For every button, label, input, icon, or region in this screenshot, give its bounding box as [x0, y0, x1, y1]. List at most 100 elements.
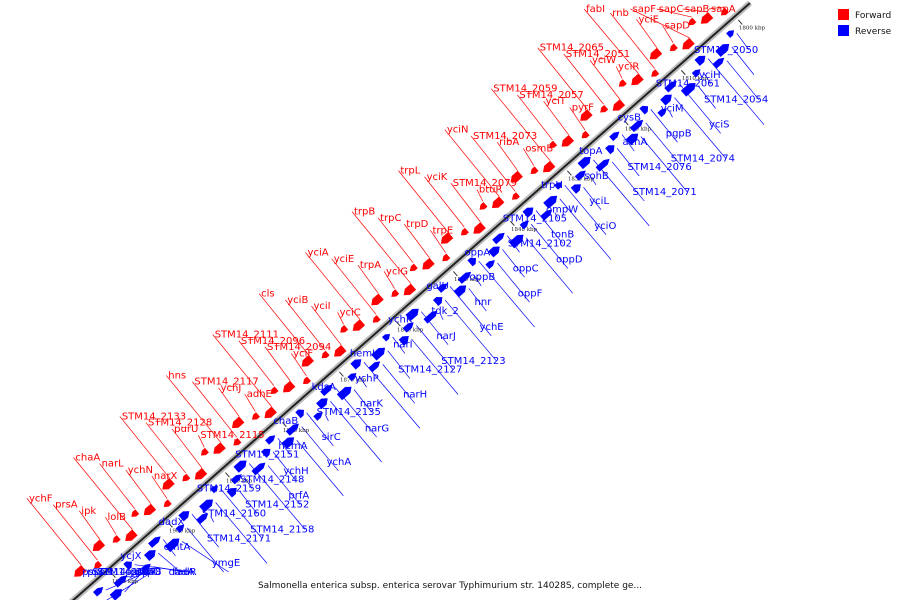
reverse-gene-arrow [639, 105, 649, 115]
forward-label-connector [583, 8, 639, 74]
reverse-gene-arrow [625, 133, 639, 146]
kbp-tick [566, 170, 572, 176]
reverse-gene-arrow [226, 487, 237, 498]
forward-gene-arrow [264, 406, 277, 419]
forward-gene-arrow [543, 160, 556, 173]
reverse-gene-label: oppB [470, 272, 496, 283]
reverse-gene-arrow [554, 182, 563, 190]
reverse-gene-label: acnA [622, 137, 647, 148]
reverse-label-connector [267, 465, 301, 505]
legend-forward-label: Forward [855, 11, 891, 21]
reverse-gene-arrow [251, 462, 266, 476]
reverse-label-connector [129, 571, 138, 579]
reverse-gene-label: prfA [288, 491, 309, 502]
reverse-gene-arrow [295, 409, 304, 419]
forward-gene-arrow [340, 325, 349, 333]
reverse-gene-label: trpH [541, 180, 563, 191]
forward-label-connector [73, 457, 133, 530]
reverse-label-connector [645, 122, 683, 168]
forward-gene-arrow [618, 79, 627, 87]
reverse-gene-label: STM14_2151 [235, 450, 299, 461]
reverse-gene-arrow [371, 347, 386, 361]
forward-gene-arrow [409, 263, 418, 272]
reverse-label-connector [215, 502, 268, 564]
kbp-tick-label: 1840 kbp [511, 227, 538, 233]
forward-label-connector [198, 435, 205, 448]
reverse-label-connector [358, 375, 367, 388]
forward-gene-label: yciK [427, 172, 448, 183]
reverse-gene-arrow [281, 437, 295, 449]
forward-gene-label: STM14_2065 [540, 43, 604, 54]
reverse-gene-label: tonB [551, 230, 574, 241]
reverse-gene-label: pspB [87, 567, 112, 578]
reverse-gene-arrow [657, 108, 667, 118]
reverse-gene-label: STM14_2171 [207, 533, 271, 544]
reverse-gene-label: STM14_2127 [398, 365, 462, 376]
forward-gene-arrow [162, 477, 175, 490]
kbp-tick-label: 1860 kbp [397, 327, 424, 333]
reverse-gene-label: STM14_2159 [197, 483, 261, 494]
reverse-label-connector [330, 401, 382, 463]
reverse-label-connector [593, 159, 650, 227]
reverse-gene-arrow [605, 145, 615, 155]
reverse-gene-arrow [488, 246, 500, 258]
forward-label-connector [238, 340, 275, 386]
reverse-gene-label: pspE [125, 567, 149, 578]
reverse-label-connector [674, 97, 726, 159]
forward-gene-arrow [580, 109, 593, 121]
reverse-gene-label: STM14_2123 [441, 356, 505, 367]
reverse-gene-arrow [148, 536, 161, 548]
reverse-label-connector [387, 350, 411, 379]
forward-label-connector [636, 19, 658, 48]
forward-label-connector [285, 299, 326, 351]
forward-label-connector [52, 504, 98, 561]
forward-gene-arrow [213, 442, 226, 454]
reverse-gene-label: cysB [617, 112, 641, 123]
reverse-label-connector [736, 33, 750, 51]
forward-gene-label: trpB [354, 207, 375, 218]
reverse-gene-arrow [123, 561, 132, 570]
reverse-gene-arrow [467, 257, 476, 267]
genome-backbone [68, 0, 752, 600]
forward-gene-label: yciE [638, 14, 659, 25]
forward-label-connector [305, 252, 361, 320]
forward-gene-label: sapD [665, 21, 691, 32]
forward-label-connector [537, 47, 588, 110]
reverse-label-connector [158, 552, 181, 573]
reverse-gene-arrow [141, 563, 151, 573]
reverse-gene-arrow [230, 474, 242, 485]
reverse-gene-label: ychH [283, 466, 308, 477]
reverse-gene-label: galU [426, 281, 449, 292]
forward-label-connector [444, 129, 500, 197]
reverse-gene-arrow [210, 485, 218, 494]
kbp-tick-label: 1870 kbp [340, 378, 367, 384]
reverse-gene-label: emtA [164, 542, 191, 553]
reverse-gene-arrow [347, 373, 357, 382]
reverse-label-connector [363, 362, 421, 429]
reverse-label-connector [702, 72, 712, 84]
legend: Forward Reverse [838, 9, 892, 37]
forward-gene-arrow [479, 202, 488, 210]
forward-gene-label: trpC [380, 213, 401, 224]
reverse-gene-label: ymgE [212, 558, 240, 569]
forward-gene-label: yciE [334, 254, 355, 265]
reverse-gene-label: STM14_2050 [694, 45, 758, 56]
forward-gene-arrow [460, 227, 469, 236]
reverse-label-connector [583, 187, 602, 210]
reverse-label-connector [611, 161, 645, 202]
reverse-gene-label: STM14_2102 [508, 238, 572, 249]
forward-gene-label: ychN [128, 465, 153, 476]
forward-gene-label: purU [174, 424, 198, 435]
forward-gene-arrow [371, 293, 384, 306]
forward-gene-arrow [600, 105, 609, 113]
reverse-label-connector [530, 223, 569, 269]
forward-label-connector [119, 416, 170, 479]
forward-gene-label: rnb [612, 8, 629, 19]
forward-gene-arrow [688, 17, 697, 26]
reverse-gene-label: STM14_2105 [503, 214, 567, 225]
reverse-gene-label: ompW [546, 205, 578, 216]
reverse-gene-label: pspC [82, 567, 107, 578]
reverse-gene-arrow [519, 221, 529, 230]
forward-gene-label: STM14_2057 [519, 90, 583, 101]
reverse-gene-label: STM14_2047 [92, 567, 156, 578]
